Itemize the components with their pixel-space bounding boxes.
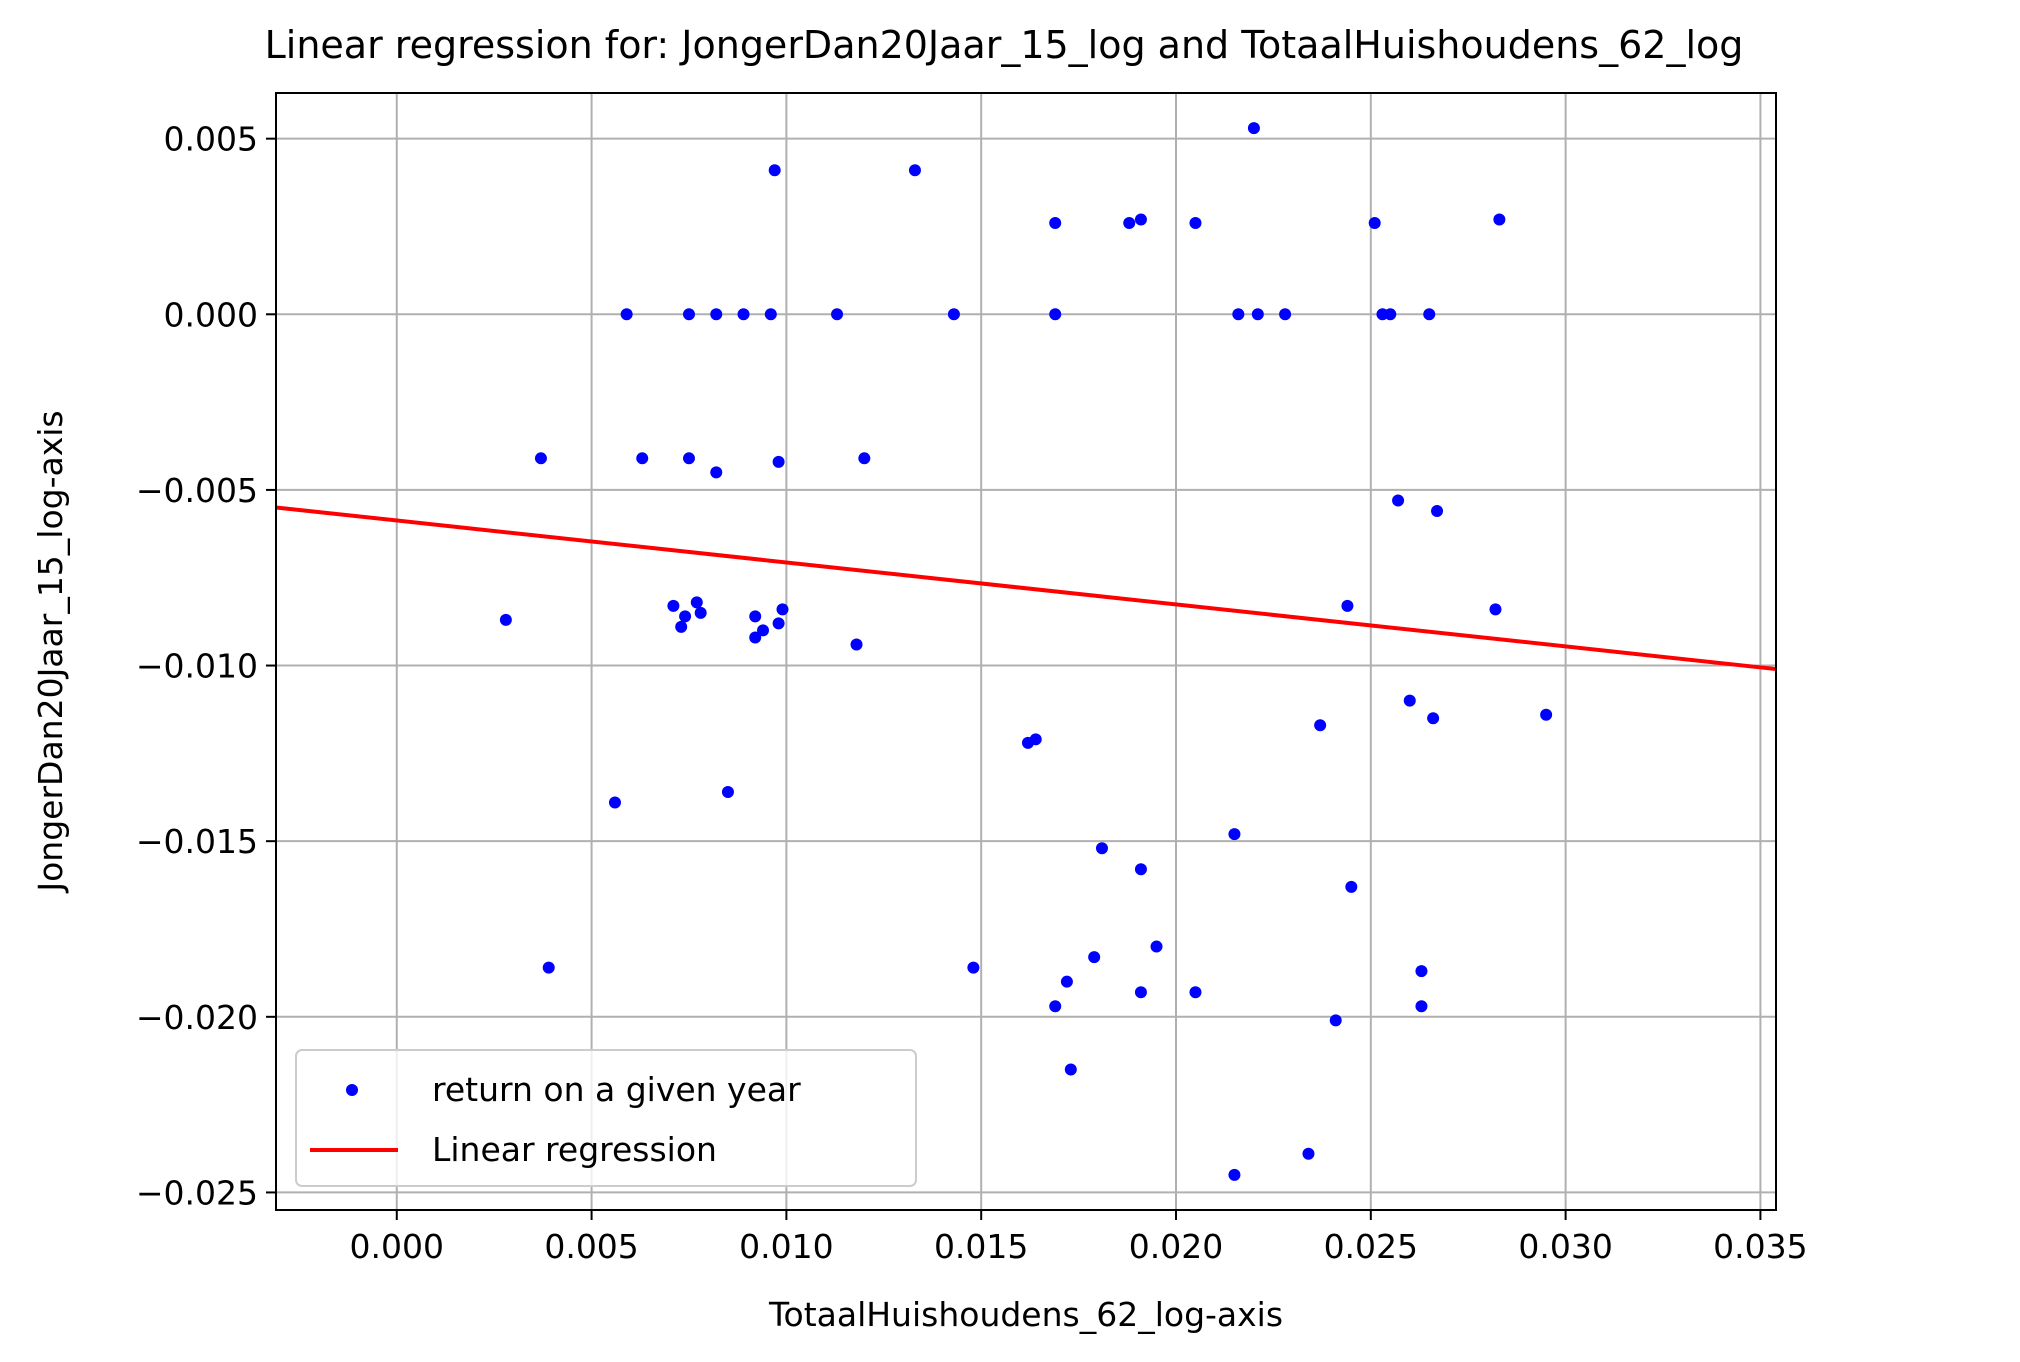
scatter-point — [768, 164, 781, 177]
scatter-point — [534, 452, 547, 465]
scatter-point — [1251, 308, 1264, 321]
scatter-point — [1431, 504, 1444, 517]
scatter-point — [710, 466, 723, 479]
scatter-point — [1314, 719, 1327, 732]
legend: return on a given year Linear regression — [295, 1049, 917, 1187]
scatter-point — [749, 631, 762, 644]
scatter-point — [1088, 951, 1101, 964]
legend-label-scatter: return on a given year — [432, 1070, 801, 1109]
scatter-point — [636, 452, 649, 465]
scatter-point — [682, 308, 695, 321]
scatter-point — [682, 452, 695, 465]
scatter-point — [831, 308, 844, 321]
scatter-point — [542, 961, 555, 974]
scatter-point — [667, 599, 680, 612]
legend-label-line: Linear regression — [432, 1130, 717, 1169]
scatter-point — [1403, 694, 1416, 707]
y-tick-label: −0.020 — [136, 998, 258, 1037]
scatter-point — [608, 796, 621, 809]
scatter-point — [690, 596, 703, 609]
scatter-point — [776, 603, 789, 616]
scatter-point — [675, 620, 688, 633]
scatter-point — [1368, 216, 1381, 229]
scatter-point — [947, 308, 960, 321]
scatter-point — [772, 455, 785, 468]
scatter-point — [1232, 308, 1245, 321]
x-tick-label: 0.015 — [934, 1227, 1028, 1266]
scatter-point — [850, 638, 863, 651]
scatter-point — [1279, 308, 1292, 321]
y-tick-label: −0.010 — [136, 647, 258, 686]
scatter-point — [710, 308, 723, 321]
x-tick-label: 0.030 — [1518, 1227, 1612, 1266]
scatter-point — [749, 610, 762, 623]
scatter-point — [1049, 216, 1062, 229]
regression-line — [275, 505, 1777, 672]
y-tick-label: 0.005 — [164, 120, 258, 159]
y-tick-label: −0.005 — [136, 471, 258, 510]
scatter-point — [1095, 842, 1108, 855]
x-tick-label: 0.010 — [739, 1227, 833, 1266]
scatter-point — [1060, 975, 1073, 988]
y-tick-label: −0.015 — [136, 822, 258, 861]
scatter-point — [1493, 213, 1506, 226]
scatter-point — [1150, 940, 1163, 953]
grid-lines — [276, 93, 1776, 1210]
x-tick-label: 0.035 — [1713, 1227, 1807, 1266]
scatter-point — [1423, 308, 1436, 321]
x-tick-label: 0.005 — [544, 1227, 638, 1266]
y-tick-label: 0.000 — [164, 295, 258, 334]
scatter-point — [1064, 1063, 1077, 1076]
axis-ticks: 0.000 0.005 0.010 0.015 0.020 0.025 0.030 0.035… — [136, 120, 1808, 1266]
y-tick-label: −0.025 — [136, 1173, 258, 1212]
scatter-point — [1345, 880, 1358, 893]
scatter-point — [1329, 1014, 1342, 1027]
scatter-point — [1134, 863, 1147, 876]
scatter-point — [1228, 1168, 1241, 1181]
scatter-point — [1247, 122, 1260, 135]
plot-frame — [275, 92, 1777, 1211]
scatter-point — [1415, 1000, 1428, 1013]
scatter-point — [1415, 965, 1428, 978]
scatter-point — [1049, 1000, 1062, 1013]
scatter-point — [694, 606, 707, 619]
legend-marker-scatter — [346, 1084, 358, 1096]
scatter-point — [908, 164, 921, 177]
scatter-point — [721, 786, 734, 799]
scatter-point — [1134, 213, 1147, 226]
scatter-point — [1049, 308, 1062, 321]
scatter-point — [737, 308, 750, 321]
scatter-point — [1134, 986, 1147, 999]
scatter-point — [1189, 216, 1202, 229]
scatter-point — [1489, 603, 1502, 616]
y-axis-label: JongerDan20Jaar_15_log-axis — [31, 410, 70, 893]
scatter-point — [1302, 1147, 1315, 1160]
scatter-point — [772, 617, 785, 630]
scatter-point — [1384, 308, 1397, 321]
legend-box — [295, 1049, 917, 1187]
scatter-point — [1029, 733, 1042, 746]
scatter-point — [764, 308, 777, 321]
scatter-point — [499, 613, 512, 626]
scatter-point — [1427, 712, 1440, 725]
plot-series — [275, 122, 1777, 1181]
scatter-point — [1228, 828, 1241, 841]
scatter-point — [967, 961, 980, 974]
scatter-point — [679, 610, 692, 623]
x-axis-label: TotaalHuishoudens_62_log-axis — [768, 1295, 1283, 1334]
x-tick-label: 0.020 — [1129, 1227, 1223, 1266]
scatter-point — [1189, 986, 1202, 999]
scatter-point — [1341, 599, 1354, 612]
scatter-point — [858, 452, 871, 465]
scatter-point — [1392, 494, 1405, 507]
chart-title: Linear regression for: JongerDan20Jaar_1… — [265, 23, 1744, 67]
scatter-point — [620, 308, 633, 321]
scatter-point — [1123, 216, 1136, 229]
scatter-point — [757, 624, 770, 637]
x-tick-label: 0.025 — [1324, 1227, 1418, 1266]
x-tick-label: 0.000 — [350, 1227, 444, 1266]
scatter-point — [1540, 708, 1553, 721]
